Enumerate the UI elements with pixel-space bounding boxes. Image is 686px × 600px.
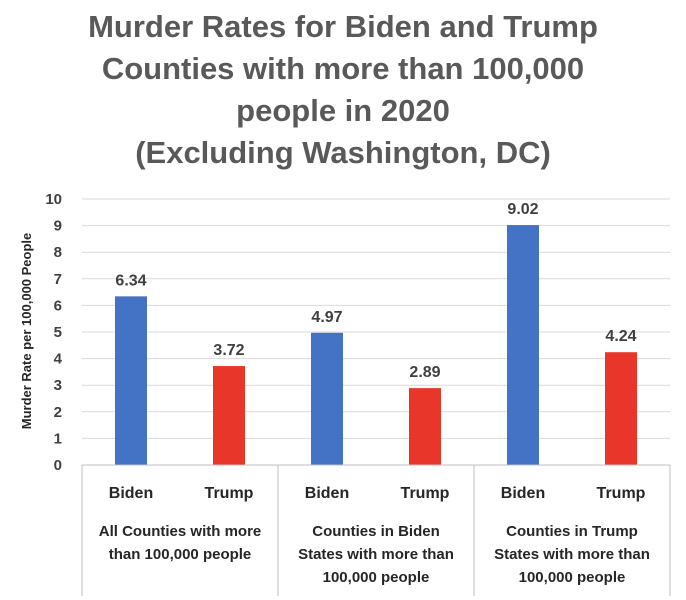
y-tick-label: 7	[54, 271, 62, 288]
bar	[115, 296, 147, 465]
chart-title-line: people in 2020	[236, 93, 450, 128]
bar	[605, 352, 637, 465]
x-category-label: Trump	[401, 485, 450, 502]
y-tick-label: 6	[54, 297, 62, 314]
y-tick-label: 1	[54, 430, 62, 447]
data-label: 6.34	[115, 272, 146, 289]
axes: 0 1 2 3 4 5 6 7 8 9 10 Biden Trump All Counties with …	[45, 191, 671, 596]
y-tick-label: 5	[54, 324, 62, 341]
x-group-label: States with more than	[494, 546, 650, 563]
chart-title-line: Counties with more than 100,000	[101, 51, 585, 86]
x-category-label: Biden	[501, 485, 545, 502]
x-group-label: 100,000 people	[323, 569, 430, 586]
y-tick-label: 9	[54, 218, 62, 235]
chart-title-line: (Excluding Washington, DC)	[135, 135, 551, 170]
y-tick-label: 10	[45, 191, 62, 208]
data-label: 4.97	[311, 309, 342, 326]
y-tick-label: 0	[54, 457, 62, 474]
x-category-label: Biden	[305, 485, 349, 502]
data-label: 9.02	[507, 201, 538, 218]
x-group-label: Counties in Biden	[312, 523, 440, 540]
grid-lines	[82, 198, 670, 439]
bar	[213, 366, 245, 465]
y-tick-label: 8	[54, 244, 62, 261]
data-label: 3.72	[213, 342, 244, 359]
x-group-label: All Counties with more	[99, 523, 262, 540]
chart-title-line: Murder Rates for Biden and Trump	[88, 9, 598, 44]
bar	[311, 332, 343, 465]
bar	[507, 225, 539, 465]
y-tick-label: 4	[54, 351, 63, 368]
bars: 6.34 3.72 4.97 2.89 9.02 4.24	[115, 201, 637, 465]
y-axis-label: Murder Rate per 100,000 People	[19, 233, 34, 430]
x-category-label: Trump	[597, 485, 646, 502]
x-group-label: than 100,000 people	[109, 546, 252, 563]
x-category-label: Biden	[109, 485, 153, 502]
x-category-label: Trump	[205, 485, 254, 502]
bar	[409, 388, 441, 465]
x-group-label: States with more than	[298, 546, 454, 563]
data-label: 2.89	[409, 364, 440, 381]
chart-title: Murder Rates for Biden and Trump Countie…	[0, 6, 686, 174]
x-group-label: Counties in Trump	[506, 523, 638, 540]
data-label: 4.24	[605, 328, 636, 345]
y-tick-label: 2	[54, 404, 62, 421]
y-tick-label: 3	[54, 377, 62, 394]
x-group-label: 100,000 people	[519, 569, 626, 586]
